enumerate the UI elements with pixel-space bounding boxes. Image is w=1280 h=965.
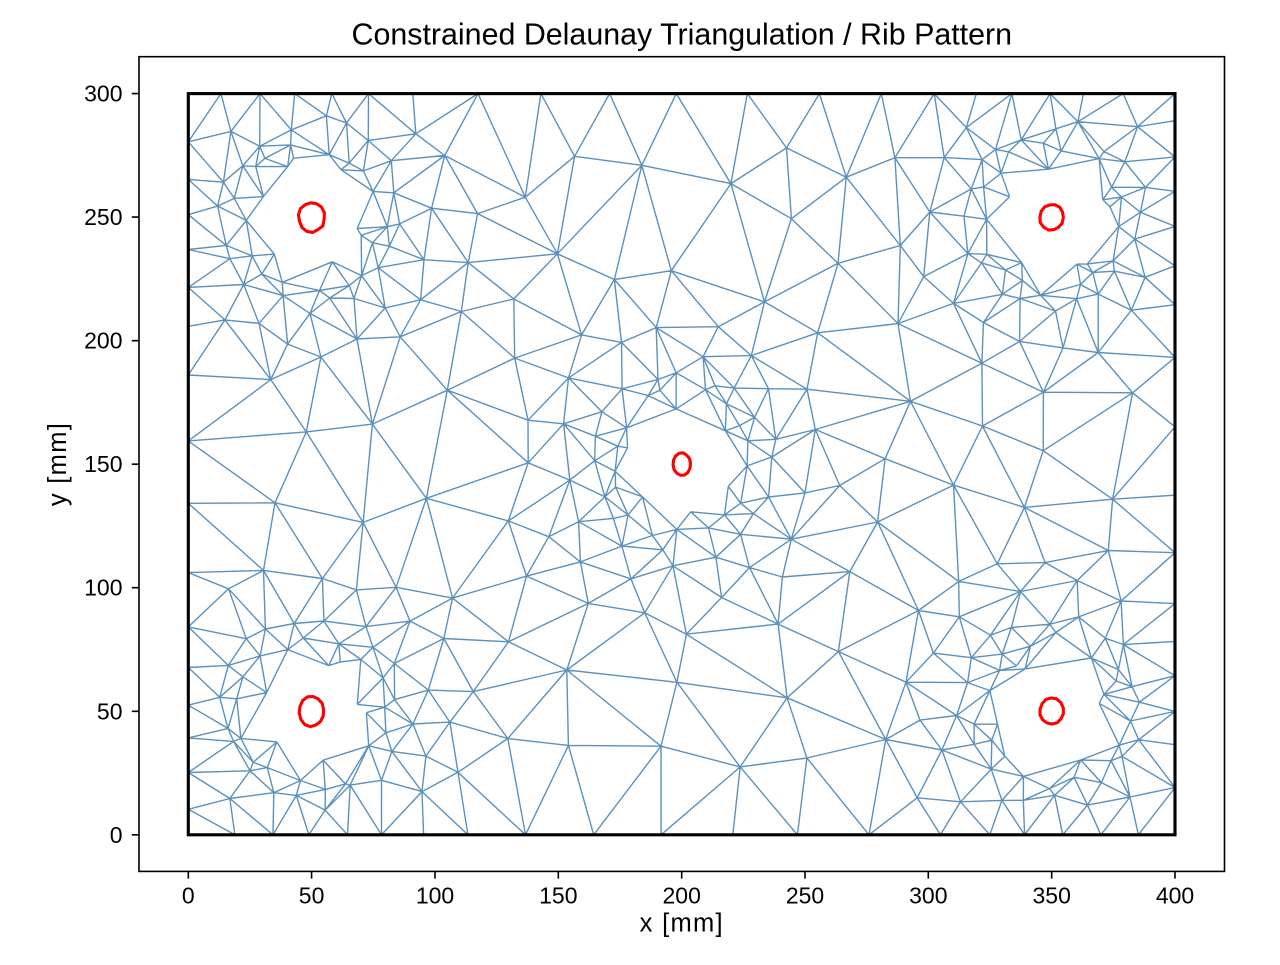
svg-text:300: 300 xyxy=(84,81,122,107)
svg-text:x [mm]: x [mm] xyxy=(640,909,724,937)
svg-text:250: 250 xyxy=(84,204,122,230)
svg-text:400: 400 xyxy=(1156,883,1194,909)
svg-text:250: 250 xyxy=(786,883,824,909)
svg-text:200: 200 xyxy=(663,883,701,909)
svg-text:300: 300 xyxy=(909,883,947,909)
svg-text:150: 150 xyxy=(84,451,122,477)
svg-text:50: 50 xyxy=(299,883,325,909)
svg-text:350: 350 xyxy=(1033,883,1071,909)
svg-text:0: 0 xyxy=(182,883,195,909)
svg-text:0: 0 xyxy=(110,822,123,848)
svg-text:100: 100 xyxy=(416,883,454,909)
svg-text:Constrained Delaunay Triangula: Constrained Delaunay Triangulation / Rib… xyxy=(352,17,1013,51)
svg-text:y [mm]: y [mm] xyxy=(44,422,72,506)
svg-text:100: 100 xyxy=(84,575,122,601)
svg-text:50: 50 xyxy=(97,698,123,724)
svg-text:200: 200 xyxy=(84,328,122,354)
svg-text:150: 150 xyxy=(539,883,577,909)
